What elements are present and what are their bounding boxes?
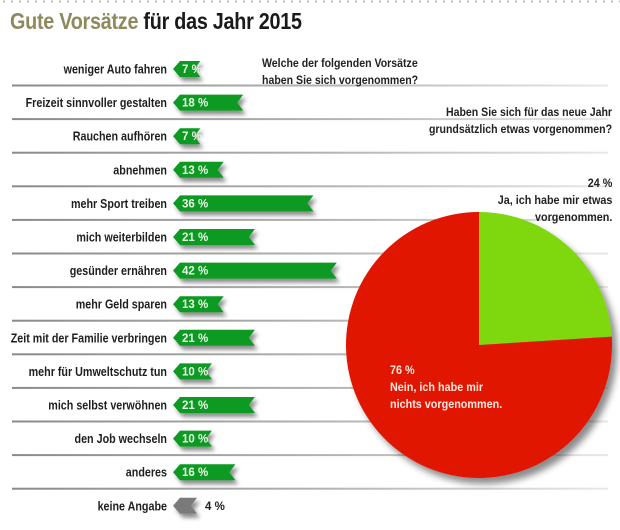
pie-yes-text-line-1: Ja, ich habe mir etwas [497,193,612,207]
bar-row: mich selbst verwöhnen 21 % [48,397,255,413]
bar [173,296,224,313]
bar-label: mich weiterbilden [76,231,167,245]
pie-slices [346,212,612,478]
bar-value-label: 10 % [182,366,208,378]
bar [173,195,314,212]
title-accent: Gute Vorsätze [10,8,139,34]
bar-chart-question: Welche der folgenden Vorsätze haben Sie … [262,55,418,89]
bar-label: weniger Auto fahren [63,63,167,77]
pie-no-text-line-2: nichts vorgenommen. [390,397,503,411]
bar [173,430,212,447]
bar [173,61,201,77]
bar-grey [173,497,197,514]
page-title: Gute Vorsätze für das Jahr 2015 [10,8,302,35]
bar-value-label: 10 % [182,434,208,446]
pie-no-text-line-1: Nein, ich habe mir [390,380,484,394]
pie-label-yes: 24 % Ja, ich habe mir etwas vorgenommen. [497,175,612,226]
bar-value-label: 7 % [182,64,202,76]
bar [173,329,255,346]
bar-row: Zeit mit der Familie verbringen 21 % [11,329,255,346]
bar-row: anderes 16 % [126,464,236,481]
bar [173,397,255,413]
bar [173,128,201,145]
pie-slice-no [346,212,612,478]
bar [173,363,212,380]
bar-value-label: 4 % [205,501,225,513]
row-separator [12,185,608,188]
row-separator [12,487,608,490]
pie-yes-value: 24 % [587,176,612,190]
dotted-top-border [0,0,620,3]
row-separator [12,420,608,423]
row-separator [12,353,608,356]
bar-label: anderes [126,466,167,480]
bar-row: mich weiterbilden 21 % [76,229,255,245]
pie-chart-question: Haben Sie sich für das neue Jahr grundsä… [429,104,612,138]
bar [173,229,255,245]
bar-value-label: 13 % [182,165,208,177]
pie-no-value: 76 % [390,363,415,377]
pie-label-no: 76 % Nein, ich habe mir nichts vorgenomm… [390,362,502,413]
title-main: für das Jahr 2015 [138,8,302,34]
bar [173,94,244,111]
bar-label: Zeit mit der Familie verbringen [11,332,167,346]
bar-row: weniger Auto fahren 7 % [63,61,202,77]
bar-label: gesünder ernähren [70,264,167,278]
bar-value-label: 36 % [182,198,208,210]
bar-value-label: 21 % [182,400,208,412]
pie-question-line-1: Haben Sie sich für das neue Jahr [445,105,612,119]
bar-label: keine Angabe [98,500,168,514]
bar-label: mehr Sport treiben [71,197,167,211]
row-separator [12,286,608,289]
bar-label: mehr Geld sparen [76,298,167,312]
bar-row: Rauchen aufhören 7 % [73,128,202,145]
bar-row: abnehmen 13 % [113,161,224,178]
bar [173,161,224,178]
pie-slice-yes [479,212,612,345]
bar-row: mehr Geld sparen 13 % [76,296,224,313]
bar-label: den Job wechseln [75,432,167,446]
row-separator [12,252,608,255]
bar-question-line-1: Welche der folgenden Vorsätze [262,56,418,70]
bar-value-label: 7 % [182,131,202,143]
bar-label: mich selbst verwöhnen [48,399,167,413]
bar-value-label: 21 % [182,232,208,244]
row-separator [12,319,608,322]
bar-value-label: 42 % [182,266,208,278]
bar [173,464,236,481]
pie-question-line-2: grundsätzlich etwas vorgenommen? [428,122,612,136]
bar-row: keine Angabe 4 % [98,497,225,514]
bar-row: mehr für Umweltschutz tun 10 % [29,363,212,380]
bar-row: Freizeit sinnvoller gestalten 18 % [26,94,244,111]
bar-value-label: 18 % [182,98,208,110]
bar-label: abnehmen [113,164,167,178]
row-separator [12,151,608,154]
bar-row: mehr Sport treiben 36 % [71,195,314,212]
row-separator [12,218,608,221]
bar [173,262,337,279]
row-separator [12,84,608,87]
bar-row: gesünder ernähren 42 % [70,262,337,279]
bar-value-label: 16 % [182,467,208,479]
pie-yes-text-line-2: vorgenommen. [534,210,612,224]
bar-label: Rauchen aufhören [73,130,167,144]
pie-chart [346,212,612,478]
row-separator [12,454,608,457]
bar-value-label: 21 % [182,333,208,345]
bar-chart: weniger Auto fahren 7 % Freizeit sinnvolle… [11,61,337,514]
bar-label: mehr für Umweltschutz tun [29,365,167,379]
row-separator [12,386,608,389]
bar-label: Freizeit sinnvoller gestalten [26,96,167,110]
bar-value-label: 13 % [182,299,208,311]
bar-row: den Job wechseln 10 % [75,430,212,447]
row-separators [12,84,608,490]
row-separator [12,118,608,121]
bar-question-line-2: haben Sie sich vorgenommen? [262,73,419,87]
